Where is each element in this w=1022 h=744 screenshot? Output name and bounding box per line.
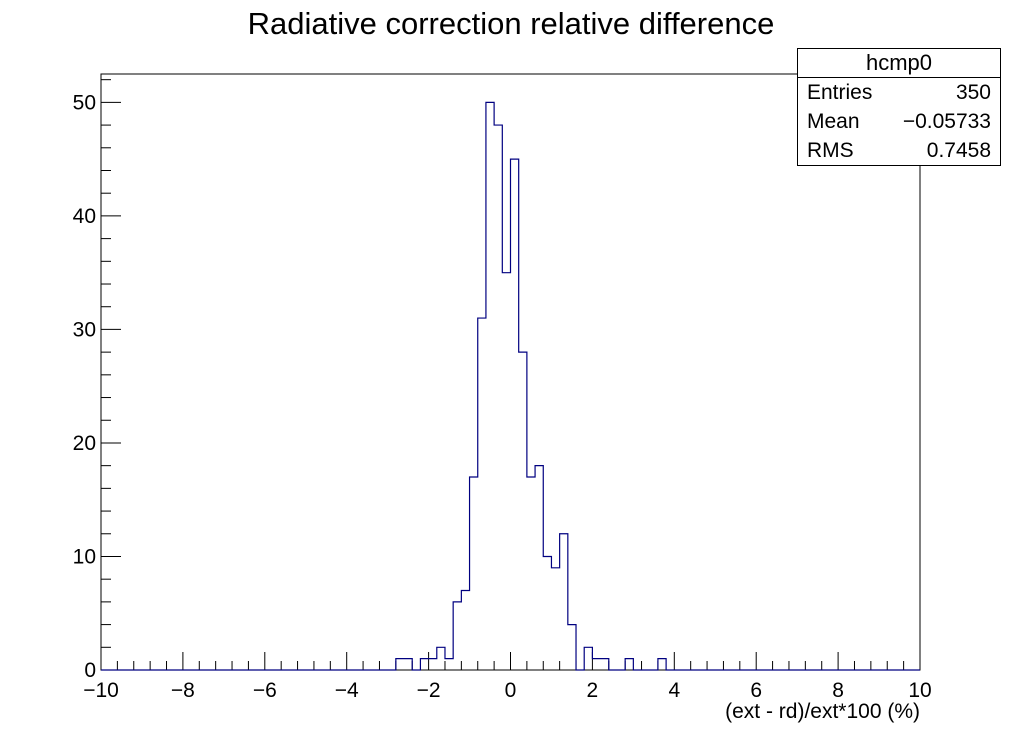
x-axis-label: (ext - rd)/ext*100 (%) xyxy=(725,700,920,723)
stats-row-rms: RMS 0.7458 xyxy=(798,136,1000,165)
histogram-bin xyxy=(437,647,445,670)
histogram-bin xyxy=(404,659,412,670)
histogram-bin xyxy=(486,102,494,670)
histogram-bin xyxy=(453,602,461,670)
stats-box-name: hcmp0 xyxy=(798,49,1000,78)
y-tick-label: 40 xyxy=(73,205,96,228)
y-tick-label: 10 xyxy=(73,545,96,568)
stats-box: hcmp0 Entries 350 Mean −0.05733 RMS 0.74… xyxy=(797,48,1001,166)
histogram-bin xyxy=(511,159,519,670)
x-tick-label: 0 xyxy=(505,679,517,702)
histogram-bin xyxy=(470,477,478,670)
stats-row-entries: Entries 350 xyxy=(798,78,1000,107)
histogram-bin xyxy=(584,647,592,670)
x-tick-label: 10 xyxy=(908,679,931,702)
histogram-bin xyxy=(535,466,543,670)
histogram-bin xyxy=(568,625,576,670)
stats-value: 350 xyxy=(955,81,991,104)
histogram-bin xyxy=(592,659,600,670)
x-tick-label: −10 xyxy=(83,679,119,702)
histogram-bin xyxy=(494,125,502,670)
histogram-bin xyxy=(551,568,559,670)
x-tick-label: −6 xyxy=(253,679,277,702)
stats-key: Entries xyxy=(807,81,873,104)
histogram-bin xyxy=(560,534,568,670)
x-tick-label: 6 xyxy=(750,679,762,702)
stats-key: RMS xyxy=(807,139,854,162)
chart-title: Radiative correction relative difference xyxy=(247,6,775,41)
histogram-bin xyxy=(527,477,535,670)
stats-value: −0.05733 xyxy=(902,110,991,133)
y-tick-label: 50 xyxy=(73,91,96,114)
histogram-bin xyxy=(429,659,437,670)
y-tick-label: 20 xyxy=(73,432,96,455)
histogram-bin xyxy=(519,352,527,670)
x-tick-label: −4 xyxy=(335,679,359,702)
y-tick-label: 0 xyxy=(84,659,96,682)
stats-row-mean: Mean −0.05733 xyxy=(798,107,1000,136)
histogram-bin xyxy=(478,318,486,670)
histogram-bin xyxy=(396,659,404,670)
histogram-bin xyxy=(420,659,428,670)
histogram-line xyxy=(101,101,920,671)
histogram-bin xyxy=(658,659,666,670)
histogram-bin xyxy=(601,659,609,670)
x-tick-label: −2 xyxy=(417,679,441,702)
x-tick-label: 4 xyxy=(668,679,680,702)
stats-value: 0.7458 xyxy=(926,139,991,162)
histogram-bin xyxy=(461,591,469,670)
x-tick-label: 2 xyxy=(587,679,599,702)
x-tick-label: 8 xyxy=(832,679,844,702)
stats-key: Mean xyxy=(807,110,860,133)
histogram-bin xyxy=(543,556,551,670)
y-tick-label: 30 xyxy=(73,318,96,341)
x-tick-label: −8 xyxy=(171,679,195,702)
histogram-bin xyxy=(502,273,510,670)
histogram-bin xyxy=(445,659,453,670)
histogram-bin xyxy=(625,659,633,670)
